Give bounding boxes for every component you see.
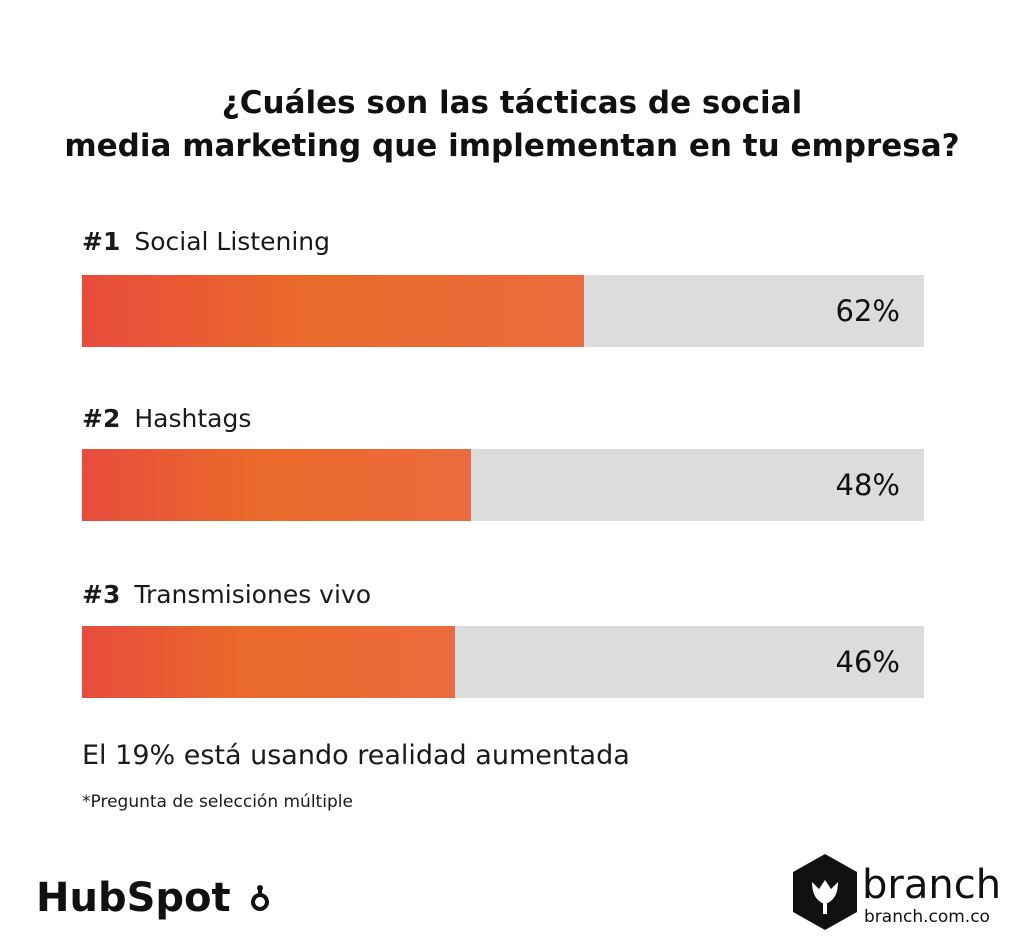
chart-title-line-1: ¿Cuáles son las tácticas de social <box>221 85 803 121</box>
bar-label: #1 Social Listening <box>82 222 924 262</box>
bar-track: 48% <box>82 449 924 521</box>
branch-wordmark: branch <box>862 862 1002 908</box>
branch-url: branch.com.co <box>864 907 990 927</box>
bar-track: 46% <box>82 626 924 698</box>
bar-item-1: #1 Social Listening 62% <box>82 222 924 347</box>
bar-value-label: 46% <box>835 645 900 679</box>
bar-value-label: 62% <box>835 294 900 328</box>
chart-title: ¿Cuáles son las tácticas de social media… <box>0 82 1024 168</box>
bar-label: #2 Hashtags <box>82 399 924 439</box>
bar-category: Hashtags <box>134 404 252 433</box>
annotation: El 19% está usando realidad aumentada <box>82 740 630 771</box>
bar-rank: #1 <box>82 227 121 256</box>
hubspot-logo: HubSpot <box>36 868 275 928</box>
bar-rank: #2 <box>82 404 121 433</box>
footnote: *Pregunta de selección múltiple <box>82 792 353 812</box>
bar-rank: #3 <box>82 580 121 609</box>
bar-value-label: 48% <box>835 468 900 502</box>
bar-fill <box>82 449 471 521</box>
bar-item-2: #2 Hashtags 48% <box>82 399 924 521</box>
sprocket-icon <box>250 885 269 911</box>
bar-category: Transmisiones vivo <box>134 580 372 609</box>
bar-category: Social Listening <box>134 227 330 256</box>
tulip-hexagon-icon <box>793 854 857 930</box>
hubspot-wordmark: HubSpot <box>36 875 231 921</box>
bar-label: #3 Transmisiones vivo <box>82 575 924 615</box>
bar-fill <box>82 626 455 698</box>
bar-fill <box>82 275 585 347</box>
bar-item-3: #3 Transmisiones vivo 46% <box>82 575 924 698</box>
chart-title-line-2: media marketing que implementan en tu em… <box>64 128 960 164</box>
bar-track: 62% <box>82 275 924 347</box>
